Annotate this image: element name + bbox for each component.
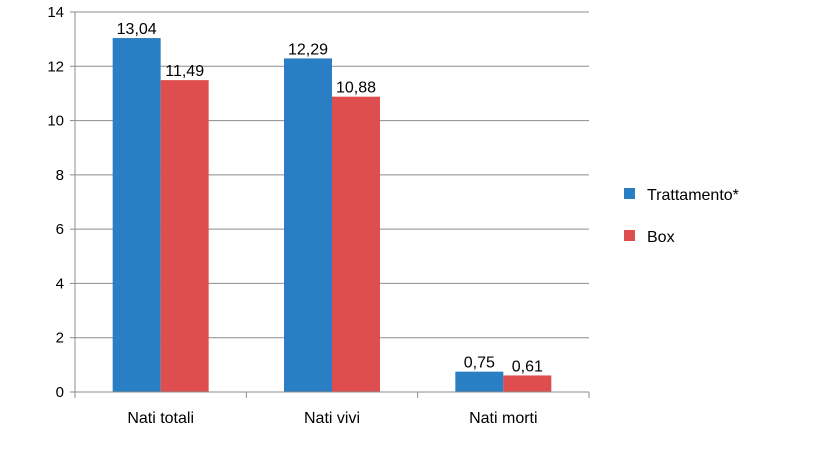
legend-label: Trattamento* [647,187,739,204]
data-label: 12,29 [288,41,328,58]
data-label: 10,88 [336,80,376,97]
x-category-label: Nati vivi [304,410,360,427]
bar [284,58,332,393]
y-tick-label: 0 [56,384,64,401]
axes: 0 2 4 6 8 10 12 14 Nati totali Nati vivi Nati mort… [47,4,590,427]
x-category-label: Nati totali [127,410,194,427]
bar [455,371,504,392]
y-tick-label: 10 [47,113,64,130]
bar [332,96,380,392]
bars [112,38,552,393]
y-tick-label: 2 [56,330,64,347]
bar [160,80,209,392]
data-label: 11,49 [165,63,204,80]
x-category-label: Nati morti [469,410,537,427]
bar [112,38,161,393]
legend-swatch [624,230,635,241]
legend-swatch [624,188,635,199]
data-label: 0,61 [512,358,543,375]
bar [503,375,552,392]
y-tick-label: 6 [56,221,64,238]
legend: Trattamento* Box [624,187,739,246]
data-label: 13,04 [117,21,157,38]
y-tick-label: 12 [47,58,64,75]
legend-label: Box [647,229,675,246]
data-label: 0,75 [464,355,495,372]
y-tick-label: 4 [56,275,64,292]
y-tick-label: 14 [47,4,64,21]
y-tick-label: 8 [56,167,64,184]
data-labels: 13,04 11,49 12,29 10,88 0,75 0,61 [117,21,543,375]
